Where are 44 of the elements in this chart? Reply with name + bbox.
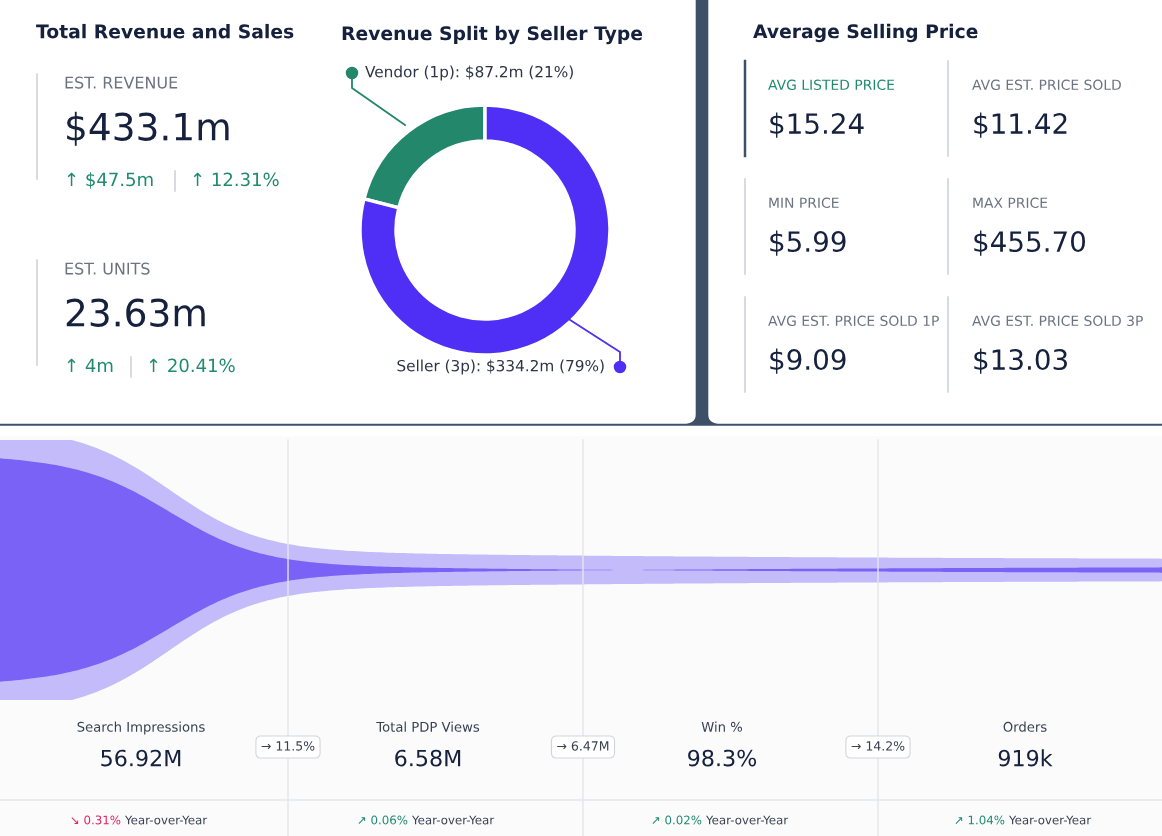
text: Year-over-Year [411, 815, 495, 825]
legend-label: Vendor (1p): $87.2m (21%) [365, 65, 573, 81]
text: $455.70 [974, 230, 1086, 256]
text: → 14.2% [851, 741, 905, 751]
text: AVG LISTED PRICE [768, 79, 895, 91]
text: $13.03 [974, 348, 1067, 374]
text: 919k [998, 749, 1053, 767]
text: ↑ 12.31% [193, 172, 279, 187]
text: $433.1m [67, 111, 229, 146]
category-label: Search Impressions [77, 721, 205, 735]
text: Year-over-Year [124, 815, 208, 825]
text: EST. UNITS [65, 262, 150, 275]
category-label: Total PDP Views [376, 721, 480, 732]
text: ↗ 0.02% [652, 815, 702, 825]
text: AVG EST. PRICE SOLD 1P [768, 315, 939, 327]
text: ↘ 0.31% [71, 815, 121, 825]
text: $9.09 [770, 348, 846, 374]
text: MAX PRICE [973, 197, 1048, 209]
text: Total Revenue and Sales [36, 23, 294, 39]
text: 23.63m [66, 298, 205, 327]
text: Average Selling Price [753, 23, 978, 43]
text: AVG EST. PRICE SOLD 3P [972, 315, 1143, 327]
text: → 6.47M [557, 741, 609, 751]
text: MIN PRICE [769, 197, 839, 209]
text: $5.99 [770, 230, 846, 256]
text: AVG EST. PRICE SOLD [972, 79, 1121, 91]
text: ↑ $47.5m [67, 172, 153, 189]
chart-title: Revenue Split by Seller Type [342, 25, 643, 45]
text: → 11.5% [261, 741, 315, 751]
text: ↑ 20.41% [149, 358, 235, 373]
slice-label: Seller (3p): $334.2m (79%) [397, 359, 604, 375]
text: ↗ 0.06% [358, 815, 408, 825]
category-label: Orders [1003, 721, 1047, 732]
text: $15.24 [770, 112, 864, 138]
text: EST. REVENUE [65, 76, 178, 89]
text: 98.3% [688, 749, 757, 767]
text: Year-over-Year [705, 815, 789, 825]
text: ↑ 4m [67, 358, 113, 372]
category-label: Win % [701, 721, 743, 732]
text: $11.42 [974, 112, 1067, 138]
text: Year-over-Year [1008, 815, 1092, 825]
text: 56.92M [101, 749, 181, 767]
text: ↗ 1.04% [955, 815, 1005, 825]
text: 6.58M [395, 749, 461, 767]
